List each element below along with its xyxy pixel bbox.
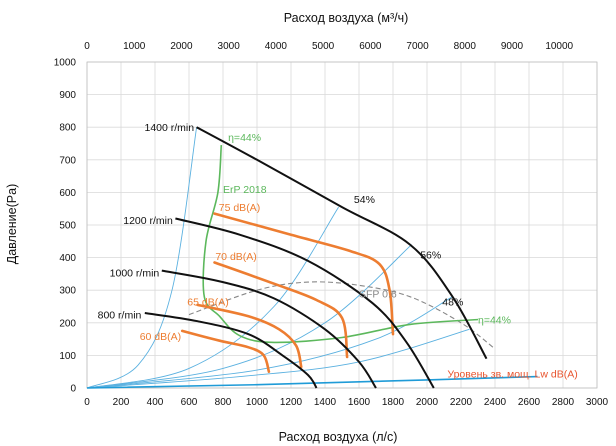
annotation-label: 1000 r/min xyxy=(110,267,160,279)
sound-curve xyxy=(213,261,349,359)
x2-tick-label: 3000 xyxy=(218,41,241,52)
x2-tick-label: 9000 xyxy=(501,41,524,52)
fan-curve xyxy=(161,269,377,389)
x2-axis-title: Расход воздуха (м³/ч) xyxy=(284,11,409,25)
y-tick-label: 700 xyxy=(59,155,76,166)
y-tick-label: 300 xyxy=(59,286,76,297)
plot-frame xyxy=(86,61,598,389)
x2-axis-ticks: 0 1000 2000 3000 4000 5000 6000 7000 8000 9000 100… xyxy=(84,41,573,52)
annotation-label: 56% xyxy=(420,249,441,261)
y-axis-ticks: 0 100 200 300 400 500 600 700 800 900 1000 xyxy=(54,58,77,395)
erp-curve-group xyxy=(202,145,479,344)
sfp-curve-group xyxy=(188,281,496,350)
x-tick-label: 200 xyxy=(113,397,130,408)
y-tick-label: 0 xyxy=(70,384,76,395)
x2-tick-label: 10000 xyxy=(545,41,573,52)
system-curve xyxy=(86,328,470,389)
x-tick-label: 2600 xyxy=(518,397,541,408)
x2-tick-label: 2000 xyxy=(170,41,193,52)
y-tick-label: 800 xyxy=(59,123,76,134)
x2-tick-label: 7000 xyxy=(406,41,429,52)
x-tick-label: 1400 xyxy=(314,397,337,408)
sound-power-line xyxy=(86,375,538,389)
annotation-label: 60 dB(A) xyxy=(140,331,181,343)
y-tick-label: 500 xyxy=(59,221,76,232)
fan-curves xyxy=(144,126,488,389)
x-tick-label: 600 xyxy=(181,397,198,408)
fan-curve xyxy=(144,312,318,389)
x2-tick-label: 1000 xyxy=(123,41,146,52)
system-curve xyxy=(86,296,453,389)
y-tick-label: 100 xyxy=(59,351,76,362)
annotation-label: SFP 0.6 xyxy=(359,288,397,300)
sound-curve xyxy=(213,212,395,336)
sound-power-line-group xyxy=(86,375,538,389)
x2-tick-label: 6000 xyxy=(359,41,382,52)
y-tick-label: 1000 xyxy=(54,58,77,69)
x-tick-label: 1200 xyxy=(280,397,303,408)
annotation-label: Уровень зв. мощ. Lw dB(A) xyxy=(447,368,577,380)
annotation-label: 48% xyxy=(442,297,463,309)
annotation-label: 800 r/min xyxy=(98,310,142,322)
x-tick-label: 800 xyxy=(215,397,232,408)
y-axis-title: Давление(Pa) xyxy=(5,184,19,264)
annotation-label: 1200 r/min xyxy=(123,215,173,227)
x2-tick-label: 5000 xyxy=(312,41,335,52)
y-tick-label: 200 xyxy=(59,318,76,329)
sound-curve xyxy=(180,329,271,373)
annotation-label: η=44% xyxy=(478,315,511,327)
annotations: 1400 r/min 1200 r/min 1000 r/min 800 r/min η… xyxy=(98,122,578,380)
annotation-label: 54% xyxy=(354,194,375,206)
x2-tick-label: 0 xyxy=(84,41,90,52)
y-tick-label: 900 xyxy=(59,90,76,101)
annotation-label: 1400 r/min xyxy=(144,122,194,134)
x-tick-label: 1800 xyxy=(382,397,405,408)
sfp-curve xyxy=(188,281,496,350)
x-axis-title: Расход воздуха (л/с) xyxy=(279,430,398,444)
x-tick-label: 2200 xyxy=(450,397,473,408)
annotation-label: η=44% xyxy=(228,132,261,144)
annotation-label: 75 dB(A) xyxy=(219,202,260,214)
y-tick-label: 400 xyxy=(59,253,76,264)
grid xyxy=(86,61,598,389)
x2-tick-label: 8000 xyxy=(454,41,477,52)
annotation-label: 65 dB(A) xyxy=(187,297,228,309)
x-tick-label: 1000 xyxy=(246,397,269,408)
x-tick-label: 0 xyxy=(84,397,90,408)
annotation-label: 70 dB(A) xyxy=(215,251,256,263)
erp-curve xyxy=(202,145,479,344)
x-tick-label: 2400 xyxy=(484,397,507,408)
annotation-label: ErP 2018 xyxy=(223,184,267,196)
y-tick-label: 600 xyxy=(59,188,76,199)
fan-curve xyxy=(196,126,488,360)
x-tick-label: 2800 xyxy=(552,397,575,408)
sound-curve xyxy=(196,303,303,369)
x-axis-ticks: 0 200 400 600 800 1000 1200 1400 1600 1800 2000 220… xyxy=(84,397,608,408)
sound-curves xyxy=(180,212,395,373)
x-tick-label: 400 xyxy=(147,397,164,408)
fan-curve xyxy=(175,217,435,389)
x-tick-label: 3000 xyxy=(586,397,609,408)
x2-tick-label: 4000 xyxy=(265,41,288,52)
system-curve xyxy=(86,244,413,389)
x-tick-label: 2000 xyxy=(416,397,439,408)
x-tick-label: 1600 xyxy=(348,397,371,408)
